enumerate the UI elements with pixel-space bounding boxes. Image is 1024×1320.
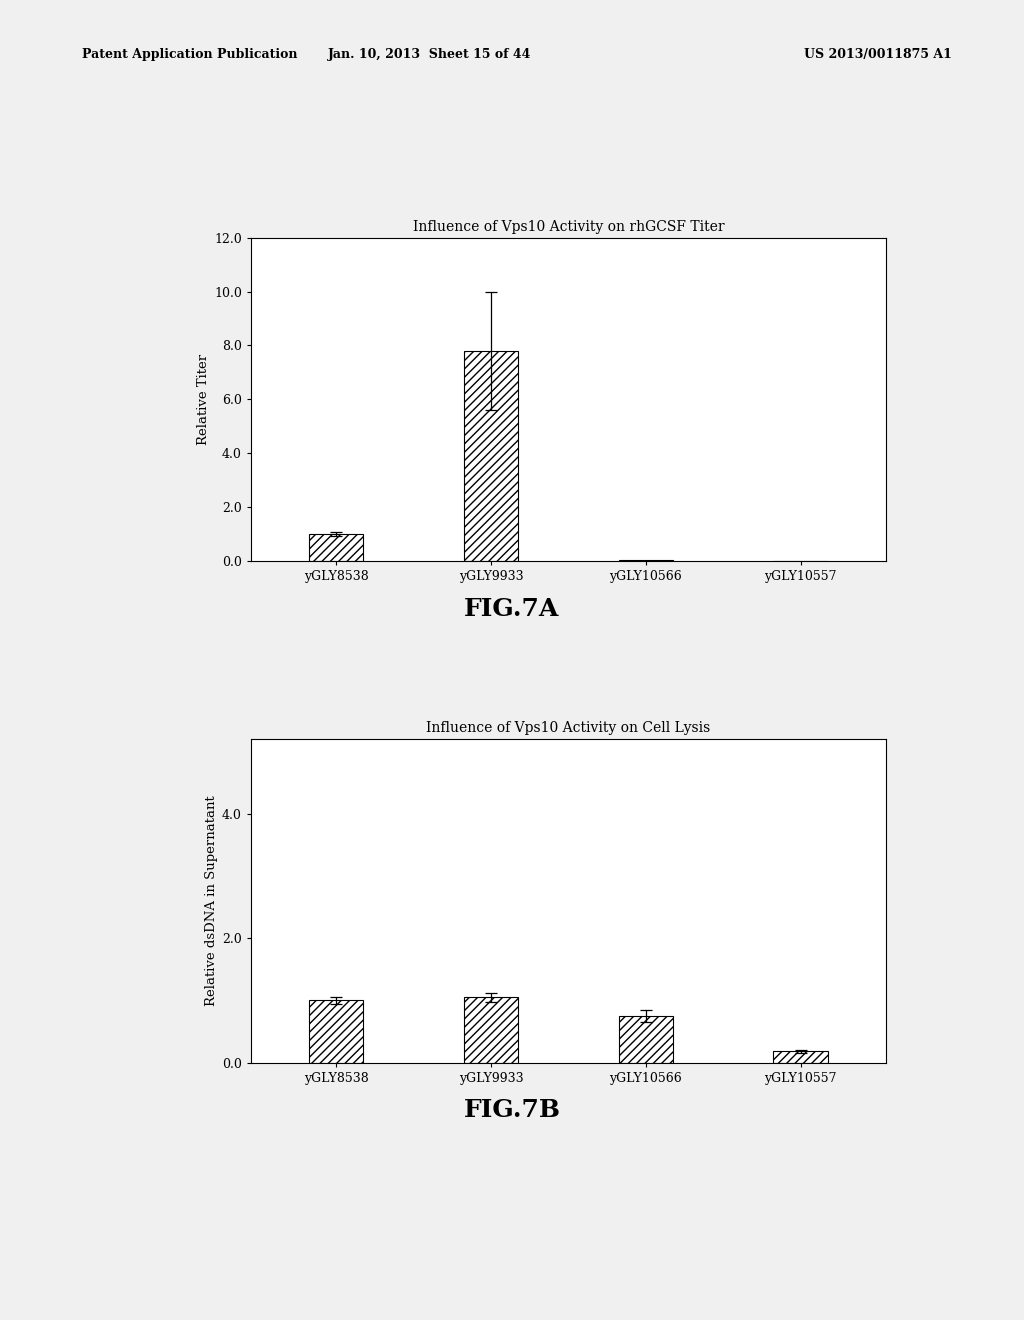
Bar [464,351,518,561]
Bar [309,1001,364,1063]
Title: Influence of Vps10 Activity on rhGCSF Titer: Influence of Vps10 Activity on rhGCSF Ti… [413,219,724,234]
Y-axis label: Relative Titer: Relative Titer [197,354,210,445]
Title: Influence of Vps10 Activity on Cell Lysis: Influence of Vps10 Activity on Cell Lysi… [426,721,711,735]
Text: Patent Application Publication: Patent Application Publication [82,48,297,61]
Bar [773,1052,827,1063]
Bar [309,535,364,561]
Text: FIG.7A: FIG.7A [464,597,560,620]
Text: US 2013/0011875 A1: US 2013/0011875 A1 [805,48,952,61]
Text: Jan. 10, 2013  Sheet 15 of 44: Jan. 10, 2013 Sheet 15 of 44 [329,48,531,61]
Bar [464,998,518,1063]
Bar [618,1016,673,1063]
Text: FIG.7B: FIG.7B [464,1098,560,1122]
Y-axis label: Relative dsDNA in Supernatant: Relative dsDNA in Supernatant [205,796,218,1006]
